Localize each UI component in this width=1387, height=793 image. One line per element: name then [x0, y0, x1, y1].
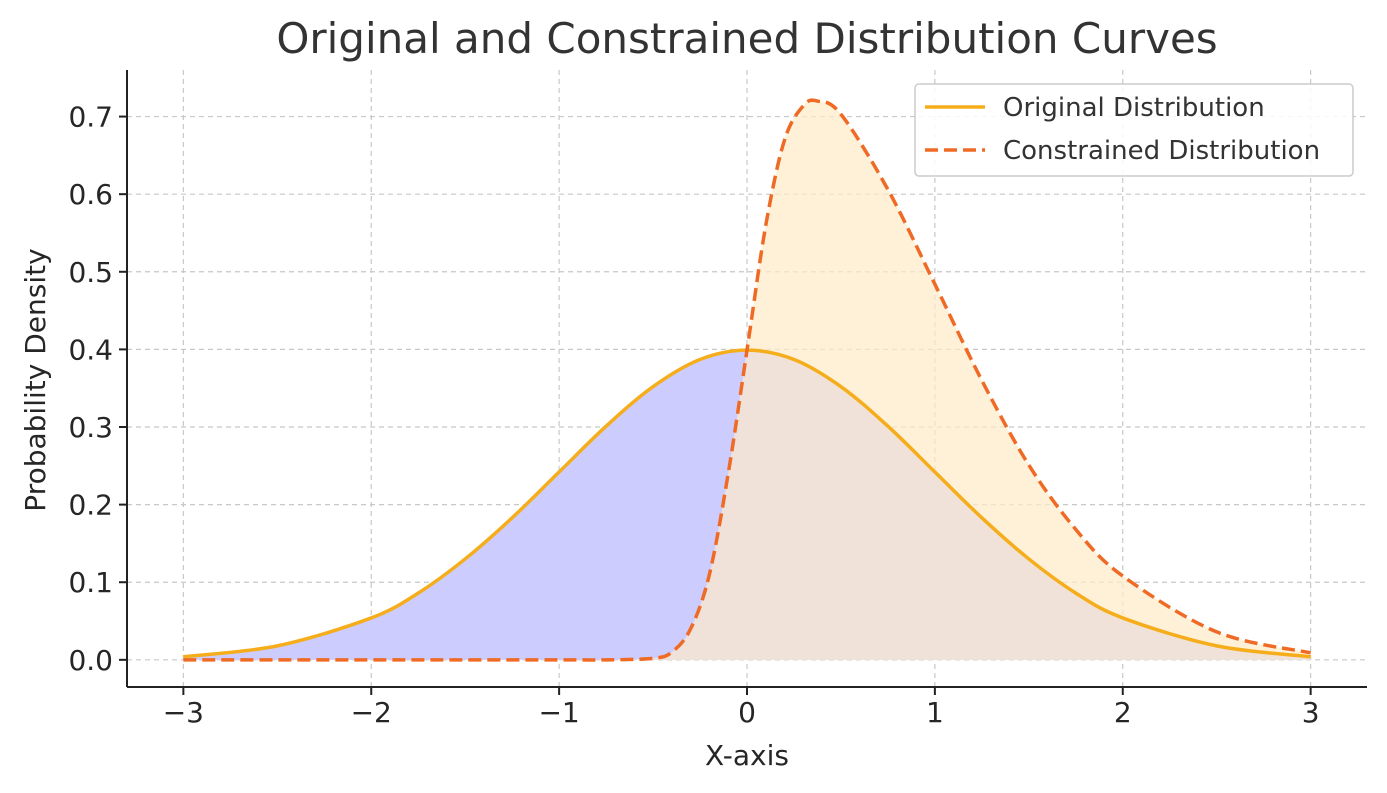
area-fills: [183, 100, 1311, 660]
y-tick-label-4: 0.4: [68, 333, 113, 366]
area-fill-constrained: [183, 100, 1311, 660]
legend-box: [914, 83, 1354, 177]
x-tick-label-3: 0: [738, 696, 756, 729]
y-tick-label-6: 0.6: [68, 178, 113, 211]
x-tick-label-1: −2: [351, 696, 392, 729]
series-line-constrained: [183, 98, 1312, 662]
y-tick-label-0: 0.0: [68, 644, 113, 677]
legend-label-original: Original Distribution: [1003, 93, 1265, 123]
legend: Original Distribution Constrained Distri…: [914, 83, 1354, 177]
y-axis-ticks: 0.0 0.1 0.2 0.3 0.4 0.5 0.6 0.7: [68, 101, 127, 677]
y-tick-label-5: 0.5: [68, 256, 113, 289]
y-tick-label-1: 0.1: [68, 566, 113, 599]
series-lines: [183, 98, 1312, 662]
y-tick-label-3: 0.3: [68, 411, 113, 444]
chart-title: Original and Constrained Distribution Cu…: [276, 14, 1217, 63]
x-tick-label-4: 1: [926, 696, 944, 729]
y-tick-label-7: 0.7: [68, 101, 113, 134]
y-tick-label-2: 0.2: [68, 489, 113, 522]
x-axis-title: X-axis: [705, 739, 789, 772]
legend-label-constrained: Constrained Distribution: [1003, 136, 1320, 166]
y-axis-title: Probability Density: [19, 248, 52, 511]
x-tick-label-6: 3: [1302, 696, 1320, 729]
x-tick-label-5: 2: [1114, 696, 1132, 729]
x-tick-label-0: −3: [163, 696, 204, 729]
x-axis-ticks: −3 −2 −1 0 1 2 3: [163, 687, 1320, 729]
x-tick-label-2: −1: [538, 696, 579, 729]
